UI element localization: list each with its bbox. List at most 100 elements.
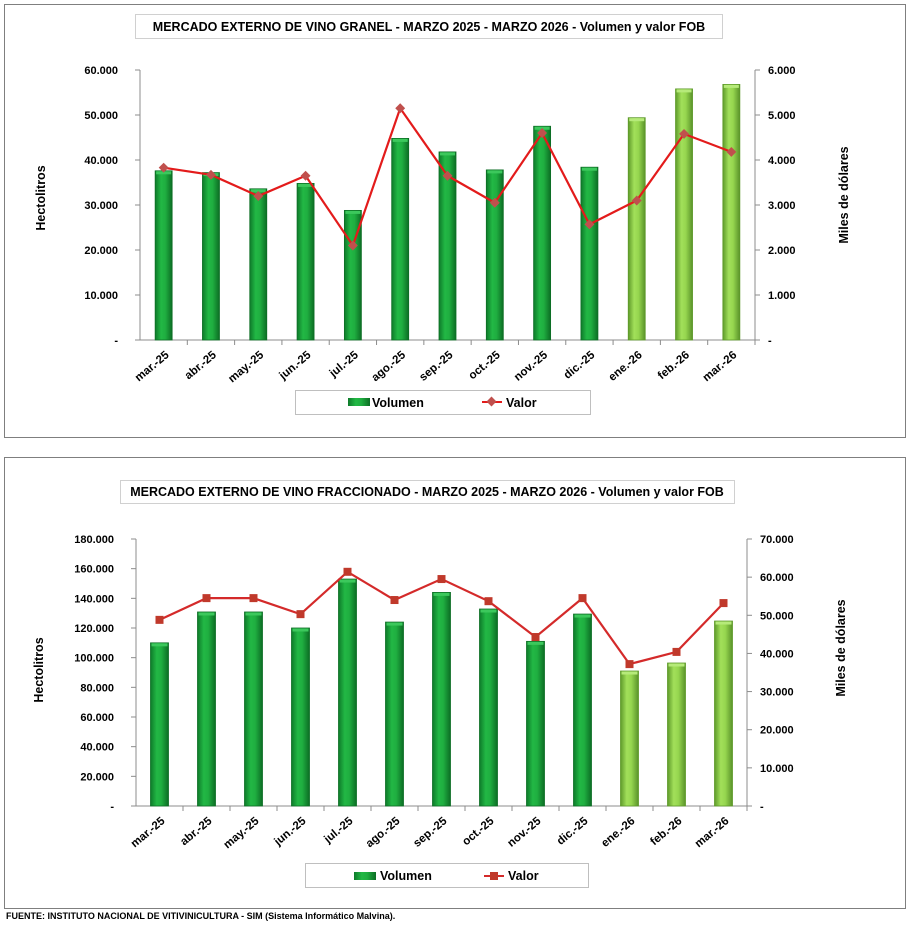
point-valor <box>672 647 681 656</box>
point-valor <box>631 195 642 206</box>
chart-fraccionado: MERCADO EXTERNO DE VINO FRACCIONADO - MA… <box>4 457 906 909</box>
point-valor <box>578 594 587 603</box>
chart-title-box <box>135 14 723 39</box>
legend-volumen-label: Volumen <box>372 396 424 410</box>
bar-top-cap <box>433 592 450 596</box>
y-tick-label: 180.000 <box>74 534 114 546</box>
bar-volumen <box>580 166 599 341</box>
bar-volumen <box>722 84 741 341</box>
y-tick-label: 80.000 <box>80 682 114 694</box>
point-valor <box>390 596 399 605</box>
bar-volumen <box>714 620 733 807</box>
y-tick-label: 10.000 <box>84 290 118 302</box>
point-valor <box>296 610 305 619</box>
y2-tick-label: 30.000 <box>760 687 794 699</box>
y2-tick-label: 40.000 <box>760 648 794 660</box>
bar-volumen <box>385 621 404 807</box>
bar-volumen <box>197 611 216 807</box>
point-valor <box>625 660 634 669</box>
y2-tick-label: 2.000 <box>768 245 796 257</box>
y-tick-label: - <box>114 335 118 347</box>
y-tick-label: 120.000 <box>74 623 114 635</box>
bar-volumen <box>526 640 545 807</box>
y-tick-label: 30.000 <box>84 200 118 212</box>
point-valor <box>442 170 453 181</box>
bar-top-cap <box>292 628 309 632</box>
y-tick-label: 50.000 <box>84 110 118 122</box>
bar-volumen <box>150 642 169 807</box>
y-axis-label: Hectolitros <box>32 637 46 702</box>
bar-volumen <box>667 662 686 807</box>
bar-volumen <box>202 172 220 341</box>
y-axis-label: Hectolitros <box>34 165 48 230</box>
point-valor <box>531 633 540 642</box>
legend-valor-label: Valor <box>508 869 539 883</box>
y2-tick-label: 4.000 <box>768 155 796 167</box>
point-valor <box>202 594 211 603</box>
y-tick-label: 100.000 <box>74 653 114 665</box>
y2-tick-label: - <box>760 801 764 813</box>
point-valor <box>249 594 258 603</box>
point-valor <box>206 169 216 180</box>
y-tick-label: - <box>110 801 114 813</box>
bar-top-cap <box>339 579 356 583</box>
point-valor <box>726 146 737 157</box>
point-valor <box>679 128 689 139</box>
y2-axis-label: Miles de dólares <box>834 599 848 696</box>
bar-top-cap <box>250 189 266 193</box>
y-tick-label: 140.000 <box>74 593 114 605</box>
bar-volumen <box>338 578 357 807</box>
bar-top-cap <box>440 152 455 156</box>
point-valor <box>537 128 548 138</box>
bar-volumen <box>244 611 263 807</box>
bar-top-cap <box>245 612 262 616</box>
bar-top-cap <box>345 210 361 214</box>
legend-volumen-swatch <box>354 872 376 880</box>
chart-granel: MERCADO EXTERNO DE VINO GRANEL - MARZO 2… <box>4 4 906 438</box>
legend-box <box>305 863 589 888</box>
bar-volumen <box>438 151 457 341</box>
point-valor <box>484 597 493 606</box>
bar-volumen <box>432 592 451 807</box>
point-valor <box>437 575 446 584</box>
y-tick-label: 40.000 <box>80 742 114 754</box>
bar-volumen <box>573 613 592 807</box>
bar-top-cap <box>487 170 503 174</box>
chart-title-box <box>120 480 735 504</box>
bar-volumen <box>479 608 498 807</box>
point-valor <box>584 219 595 230</box>
bar-volumen <box>533 125 552 341</box>
y-tick-label: 20.000 <box>80 771 114 783</box>
y-tick-label: 60.000 <box>84 65 118 77</box>
legend-box <box>295 390 591 415</box>
bar-volumen <box>249 188 268 341</box>
y-tick-label: 60.000 <box>80 712 114 724</box>
bar-top-cap <box>581 167 597 171</box>
legend-valor-marker-icon <box>490 872 498 880</box>
legend-valor-label: Valor <box>506 396 537 410</box>
legend-volumen-swatch <box>348 398 370 406</box>
bar-top-cap <box>386 622 403 626</box>
bar-top-cap <box>198 612 215 616</box>
legend-valor-marker-icon <box>486 396 497 407</box>
point-valor <box>155 615 164 624</box>
bar-top-cap <box>480 609 497 613</box>
bar-top-cap <box>527 641 544 645</box>
bar-volumen <box>291 627 310 807</box>
point-valor <box>253 191 264 201</box>
bar-top-cap <box>629 118 645 122</box>
chart-title: MERCADO EXTERNO DE VINO GRANEL - MARZO 2… <box>153 20 705 34</box>
bar-top-cap <box>723 84 739 88</box>
y2-tick-label: 1.000 <box>768 290 796 302</box>
y2-tick-label: 20.000 <box>760 725 794 737</box>
y-tick-label: 40.000 <box>84 155 118 167</box>
bar-top-cap <box>715 621 732 625</box>
bar-volumen <box>343 209 362 341</box>
source-footer: FUENTE: INSTITUTO NACIONAL DE VITIVINICU… <box>6 911 396 921</box>
legend-volumen-label: Volumen <box>380 869 432 883</box>
bar-top-cap <box>392 138 408 142</box>
bar-volumen <box>154 170 173 341</box>
chart-title: MERCADO EXTERNO DE VINO FRACCIONADO - MA… <box>130 485 724 499</box>
point-valor <box>300 170 311 181</box>
bar-volumen <box>485 169 504 341</box>
